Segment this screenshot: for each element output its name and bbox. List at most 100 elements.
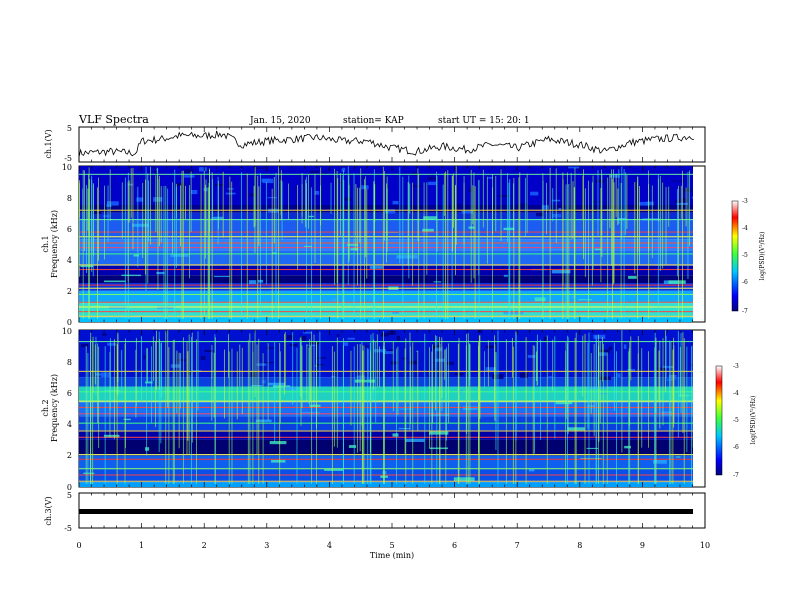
- spectrogram-sferic: [417, 168, 419, 242]
- spectrogram-sferic: [173, 339, 175, 484]
- spectrogram-speckle: [595, 248, 602, 251]
- spectrogram-sferic: [334, 168, 335, 285]
- spectrogram-sferic: [373, 339, 375, 390]
- spectrogram-speckle: [266, 347, 275, 349]
- spectrogram-sferic: [668, 186, 670, 227]
- spectrogram-sferic: [336, 337, 338, 448]
- ch2-freq-tick-4: 4: [67, 420, 72, 429]
- spectrogram-speckle: [336, 334, 340, 337]
- spectrogram-sferic: [88, 167, 90, 237]
- spectrogram-sferic: [412, 342, 414, 484]
- spectrogram-speckle: [485, 367, 496, 371]
- spectrogram-speckle: [145, 381, 153, 384]
- spectrogram-speckle: [354, 379, 375, 383]
- spectrogram-sferic: [116, 344, 118, 484]
- spectrogram-sferic: [655, 342, 657, 484]
- ch1-waveform-panel: 5 -5 ch.1(V): [44, 124, 706, 163]
- spectrogram-sferic: [454, 184, 456, 254]
- spectrogram-sferic: [97, 187, 98, 319]
- spectrogram-speckle: [184, 175, 195, 178]
- spectrogram-sferic: [689, 170, 690, 246]
- spectrogram-sferic: [178, 352, 180, 449]
- ch2-spectrogram-image: [79, 330, 705, 487]
- spectrogram-speckle: [461, 210, 473, 214]
- spectrogram-speckle: [268, 382, 286, 386]
- spectrogram-speckle: [534, 297, 546, 302]
- spectrogram-speckle: [552, 214, 562, 218]
- spectrogram-band: [79, 317, 693, 322]
- spectrogram-sferic: [360, 168, 362, 319]
- spectrogram-speckle: [469, 187, 473, 193]
- spectrogram-sferic: [383, 331, 384, 484]
- ch1-colorbar-tick-m5: -5: [742, 252, 748, 259]
- spectrogram-sferic: [546, 182, 547, 235]
- spectrogram-sferic: [347, 166, 349, 285]
- spectrogram-speckle: [215, 184, 224, 187]
- time-tick-6: 6: [452, 541, 457, 550]
- spectrogram-sferic: [542, 173, 544, 319]
- spectrogram-sferic: [597, 345, 599, 484]
- spectrogram-no-data: [693, 166, 705, 322]
- spectrogram-speckle: [145, 447, 150, 451]
- spectrogram-sferic: [466, 333, 467, 434]
- spectrogram-speckle: [503, 274, 508, 277]
- spectrogram-sferic: [151, 346, 152, 423]
- spectrogram-sferic: [342, 175, 344, 319]
- spectrogram-sferic: [90, 339, 91, 484]
- spectrogram-sferic: [399, 167, 401, 264]
- spectrogram-sferic: [444, 349, 446, 380]
- spectrogram-sferic: [144, 179, 146, 275]
- spectrogram-speckle: [422, 228, 434, 232]
- spectrogram-sferic: [473, 172, 475, 279]
- spectrogram-speckle: [100, 372, 111, 378]
- spectrogram-band: [79, 303, 693, 318]
- spectrogram-speckle: [156, 271, 165, 275]
- time-tick-1: 1: [139, 541, 144, 550]
- spectrogram-speckle: [341, 167, 346, 172]
- spectrogram-sferic: [446, 347, 447, 441]
- spectrogram-sferic: [423, 182, 425, 319]
- spectrogram-speckle: [599, 376, 612, 381]
- spectrogram-speckle: [380, 332, 389, 337]
- spectrogram-sferic: [152, 336, 154, 381]
- spectrogram-speckle: [608, 346, 613, 350]
- spectrogram-sferic: [279, 351, 281, 424]
- spectrogram-narrowband-line: [79, 173, 693, 175]
- spectrogram-sferic: [410, 346, 411, 424]
- ch1-freq-tick-8: 8: [67, 194, 72, 203]
- spectrogram-sferic: [148, 180, 149, 242]
- spectrogram-band: [79, 275, 693, 283]
- spectrogram-sferic: [404, 348, 406, 454]
- spectrogram-sferic: [602, 337, 603, 382]
- spectrogram-sferic: [172, 182, 173, 254]
- spectrogram-sferic: [160, 343, 162, 444]
- time-tick-3: 3: [264, 541, 269, 550]
- ch1-waveform-frame: [78, 126, 706, 163]
- header-start-time: start UT = 15: 20: 1: [438, 116, 530, 126]
- spectrogram-speckle: [595, 179, 605, 183]
- spectrogram-sferic: [677, 189, 679, 277]
- spectrogram-narrowband-line: [79, 209, 693, 211]
- spectrogram-speckle: [324, 468, 344, 471]
- spectrogram-sferic: [525, 337, 527, 484]
- spectrogram-sferic: [247, 340, 249, 484]
- spectrogram-speckle: [307, 344, 316, 347]
- time-tick-10: 10: [700, 541, 710, 550]
- spectrogram-sferic: [436, 336, 438, 484]
- spectrogram-narrowband-line: [79, 474, 693, 476]
- spectrogram-sferic: [165, 185, 167, 319]
- spectrogram-sferic: [361, 345, 363, 484]
- spectrogram-sferic: [565, 350, 567, 484]
- spectrogram-sferic: [591, 182, 593, 286]
- spectrogram-sferic: [452, 175, 453, 252]
- spectrogram-sferic: [457, 344, 459, 484]
- spectrogram-speckle: [213, 275, 230, 278]
- time-tick-7: 7: [515, 541, 520, 550]
- spectrogram-sferic: [443, 172, 445, 217]
- spectrogram-sferic: [223, 349, 225, 419]
- spectrogram-band: [79, 212, 693, 220]
- spectrogram-speckle: [309, 341, 320, 345]
- spectrogram-speckle: [249, 193, 256, 197]
- spectrogram-sferic: [662, 338, 664, 426]
- spectrogram-sferic: [532, 345, 534, 456]
